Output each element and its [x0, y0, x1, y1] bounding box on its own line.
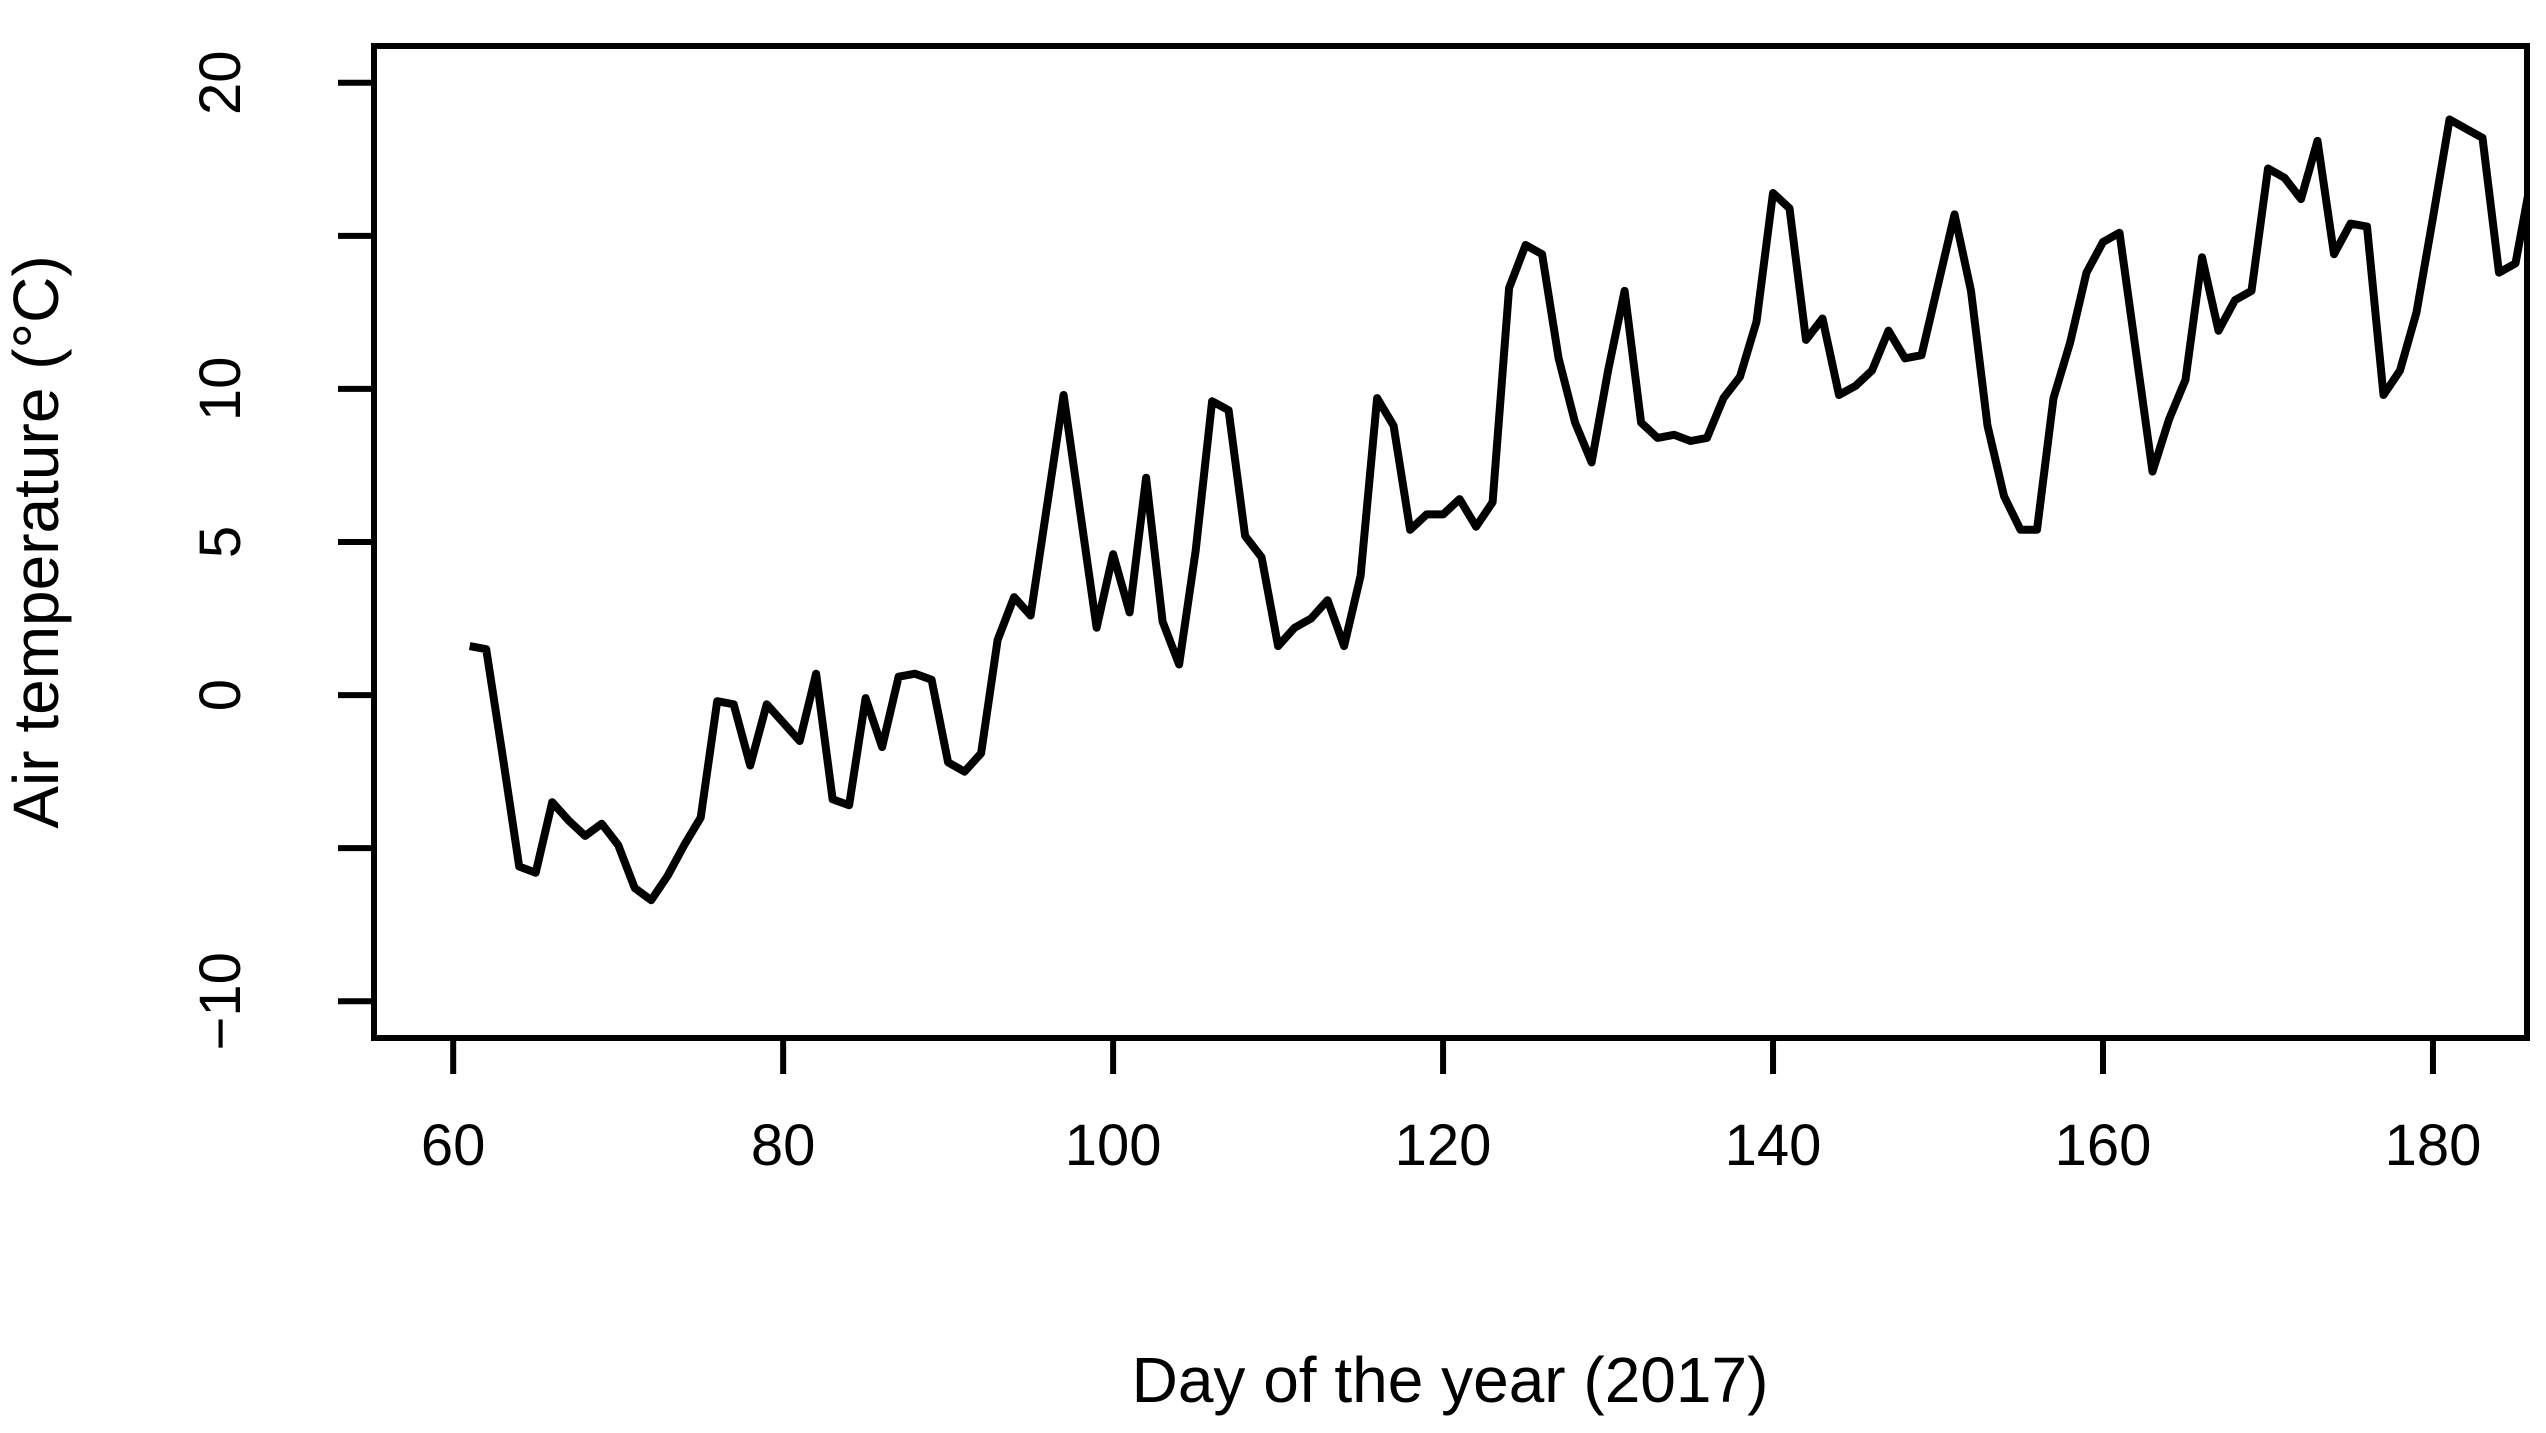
x-tick-label-60: 60	[421, 1113, 486, 1178]
x-tick-label-180: 180	[2385, 1113, 2482, 1178]
y-tick-label-0: 0	[188, 679, 253, 711]
y-tick-label-5: 5	[188, 526, 253, 558]
x-axis-ticks	[450, 1038, 2436, 1074]
x-tick-label-140: 140	[1725, 1113, 1822, 1178]
y-axis-title: Air temperature (°C)	[0, 255, 72, 828]
y-tick-label-10: 10	[188, 357, 253, 422]
plot-area	[468, 115, 2527, 905]
temperature-series-line	[468, 115, 2527, 905]
x-tick-label-120: 120	[1395, 1113, 1492, 1178]
plot-border	[371, 43, 2530, 1041]
y-tick-label--10: −10	[188, 952, 253, 1050]
x-axis-title: Day of the year (2017)	[1132, 1344, 1769, 1416]
x-tick-label-160: 160	[2055, 1113, 2152, 1178]
x-tick-label-100: 100	[1065, 1113, 1162, 1178]
y-axis-tick-labels: −10 0 5 10 20	[188, 50, 253, 1050]
y-tick-label-20: 20	[188, 50, 253, 115]
x-axis-tick-labels: 60 80 100 120 140 160 180	[421, 1113, 2481, 1178]
x-tick-label-80: 80	[751, 1113, 816, 1178]
y-axis-ticks	[338, 79, 374, 1005]
